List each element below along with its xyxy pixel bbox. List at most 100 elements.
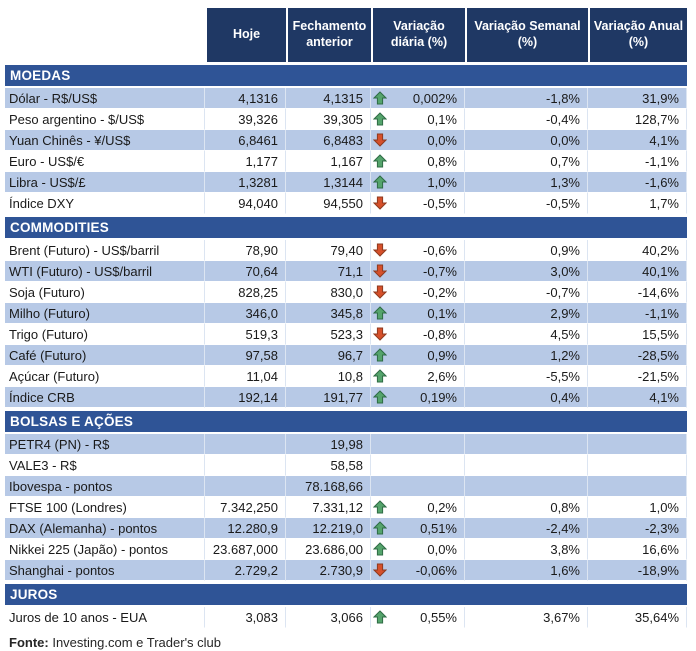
cell-variacao-diaria: -0,6% bbox=[371, 240, 465, 261]
row-label: PETR4 (PN) - R$ bbox=[5, 434, 205, 455]
cell-fechamento-anterior: 4,1315 bbox=[286, 88, 371, 109]
cell-fechamento-anterior: 96,7 bbox=[286, 345, 371, 366]
section-header: MOEDAS bbox=[5, 62, 687, 88]
section-header: BOLSAS E AÇÕES bbox=[5, 408, 687, 434]
up-arrow-icon bbox=[373, 91, 387, 105]
cell-hoje: 70,64 bbox=[205, 261, 286, 282]
up-arrow-icon bbox=[373, 154, 387, 168]
cell-variacao-diaria: 0,002% bbox=[371, 88, 465, 109]
cell-variacao-anual: 40,2% bbox=[588, 240, 687, 261]
cell-variacao-semanal: 3,8% bbox=[465, 539, 588, 560]
variacao-diaria-value: 1,0% bbox=[427, 174, 457, 190]
row-label: Índice CRB bbox=[5, 387, 205, 408]
source-note-text: Investing.com e Trader's club bbox=[52, 635, 222, 650]
col-header-variacao-anual: Variação Anual (%) bbox=[588, 8, 687, 62]
cell-variacao-diaria: 2,6% bbox=[371, 366, 465, 387]
cell-variacao-diaria: 0,8% bbox=[371, 151, 465, 172]
variacao-diaria-value: 0,51% bbox=[420, 520, 457, 536]
down-arrow-icon bbox=[373, 563, 387, 577]
cell-variacao-anual: 128,7% bbox=[588, 109, 687, 130]
cell-hoje: 2.729,2 bbox=[205, 560, 286, 581]
cell-variacao-semanal: 0,7% bbox=[465, 151, 588, 172]
row-label: Yuan Chinês - ¥/US$ bbox=[5, 130, 205, 151]
cell-variacao-diaria: -0,06% bbox=[371, 560, 465, 581]
cell-variacao-diaria: 0,2% bbox=[371, 497, 465, 518]
up-arrow-icon bbox=[373, 500, 387, 514]
cell-hoje: 78,90 bbox=[205, 240, 286, 261]
cell-hoje: 1,177 bbox=[205, 151, 286, 172]
variacao-diaria-value: 0,8% bbox=[427, 153, 457, 169]
up-arrow-icon bbox=[373, 390, 387, 404]
up-arrow-icon bbox=[373, 610, 387, 624]
cell-variacao-anual: 1,0% bbox=[588, 497, 687, 518]
cell-variacao-diaria: 0,1% bbox=[371, 303, 465, 324]
cell-hoje bbox=[205, 455, 286, 476]
row-label: Nikkei 225 (Japão) - pontos bbox=[5, 539, 205, 560]
row-label: Milho (Futuro) bbox=[5, 303, 205, 324]
cell-variacao-semanal: -1,8% bbox=[465, 88, 588, 109]
col-header-variacao-diaria: Variação diária (%) bbox=[371, 8, 465, 62]
cell-variacao-semanal: -5,5% bbox=[465, 366, 588, 387]
cell-variacao-semanal bbox=[465, 434, 588, 455]
cell-hoje: 94,040 bbox=[205, 193, 286, 214]
variacao-diaria-value: -0,8% bbox=[423, 326, 457, 342]
source-note-prefix: Fonte: bbox=[9, 635, 49, 650]
row-label: Peso argentino - $/US$ bbox=[5, 109, 205, 130]
cell-variacao-anual: 4,1% bbox=[588, 387, 687, 408]
down-arrow-icon bbox=[373, 133, 387, 147]
cell-hoje bbox=[205, 476, 286, 497]
cell-variacao-diaria: 0,1% bbox=[371, 109, 465, 130]
cell-variacao-anual: -2,3% bbox=[588, 518, 687, 539]
variacao-diaria-value: -0,7% bbox=[423, 263, 457, 279]
row-label: Brent (Futuro) - US$/barril bbox=[5, 240, 205, 261]
cell-hoje: 519,3 bbox=[205, 324, 286, 345]
cell-fechamento-anterior: 94,550 bbox=[286, 193, 371, 214]
row-label: Índice DXY bbox=[5, 193, 205, 214]
cell-fechamento-anterior: 78.168,66 bbox=[286, 476, 371, 497]
cell-variacao-anual bbox=[588, 476, 687, 497]
cell-variacao-semanal: 0,4% bbox=[465, 387, 588, 408]
row-label: DAX (Alemanha) - pontos bbox=[5, 518, 205, 539]
cell-fechamento-anterior: 10,8 bbox=[286, 366, 371, 387]
source-note: Fonte: Investing.com e Trader's club bbox=[5, 628, 691, 650]
section-header: COMMODITIES bbox=[5, 214, 687, 240]
variacao-diaria-value: -0,5% bbox=[423, 195, 457, 211]
up-arrow-icon bbox=[373, 369, 387, 383]
cell-variacao-semanal: 1,6% bbox=[465, 560, 588, 581]
cell-hoje: 23.687,000 bbox=[205, 539, 286, 560]
row-label: Soja (Futuro) bbox=[5, 282, 205, 303]
cell-variacao-diaria: 0,0% bbox=[371, 539, 465, 560]
row-label: VALE3 - R$ bbox=[5, 455, 205, 476]
cell-fechamento-anterior: 23.686,00 bbox=[286, 539, 371, 560]
cell-hoje: 3,083 bbox=[205, 607, 286, 628]
variacao-diaria-value: 0,002% bbox=[412, 90, 457, 106]
cell-variacao-anual: -28,5% bbox=[588, 345, 687, 366]
cell-hoje: 7.342,250 bbox=[205, 497, 286, 518]
cell-variacao-anual: 16,6% bbox=[588, 539, 687, 560]
cell-hoje: 828,25 bbox=[205, 282, 286, 303]
variacao-diaria-value: 0,0% bbox=[427, 132, 457, 148]
cell-variacao-diaria bbox=[371, 455, 465, 476]
cell-variacao-semanal: 3,0% bbox=[465, 261, 588, 282]
row-label: Café (Futuro) bbox=[5, 345, 205, 366]
up-arrow-icon bbox=[373, 175, 387, 189]
cell-variacao-semanal: 3,67% bbox=[465, 607, 588, 628]
up-arrow-icon bbox=[373, 521, 387, 535]
cell-variacao-semanal: -2,4% bbox=[465, 518, 588, 539]
cell-hoje: 346,0 bbox=[205, 303, 286, 324]
up-arrow-icon bbox=[373, 348, 387, 362]
cell-fechamento-anterior: 523,3 bbox=[286, 324, 371, 345]
down-arrow-icon bbox=[373, 285, 387, 299]
variacao-diaria-value: -0,06% bbox=[415, 562, 457, 578]
cell-fechamento-anterior: 6,8483 bbox=[286, 130, 371, 151]
cell-fechamento-anterior: 58,58 bbox=[286, 455, 371, 476]
col-header-fechamento-anterior: Fechamento anterior bbox=[286, 8, 371, 62]
cell-hoje: 1,3281 bbox=[205, 172, 286, 193]
cell-hoje: 11,04 bbox=[205, 366, 286, 387]
variacao-diaria-value: -0,6% bbox=[423, 242, 457, 258]
up-arrow-icon bbox=[373, 306, 387, 320]
cell-variacao-anual: -1,6% bbox=[588, 172, 687, 193]
variacao-diaria-value: 0,0% bbox=[427, 541, 457, 557]
cell-hoje: 97,58 bbox=[205, 345, 286, 366]
row-label: Libra - US$/£ bbox=[5, 172, 205, 193]
